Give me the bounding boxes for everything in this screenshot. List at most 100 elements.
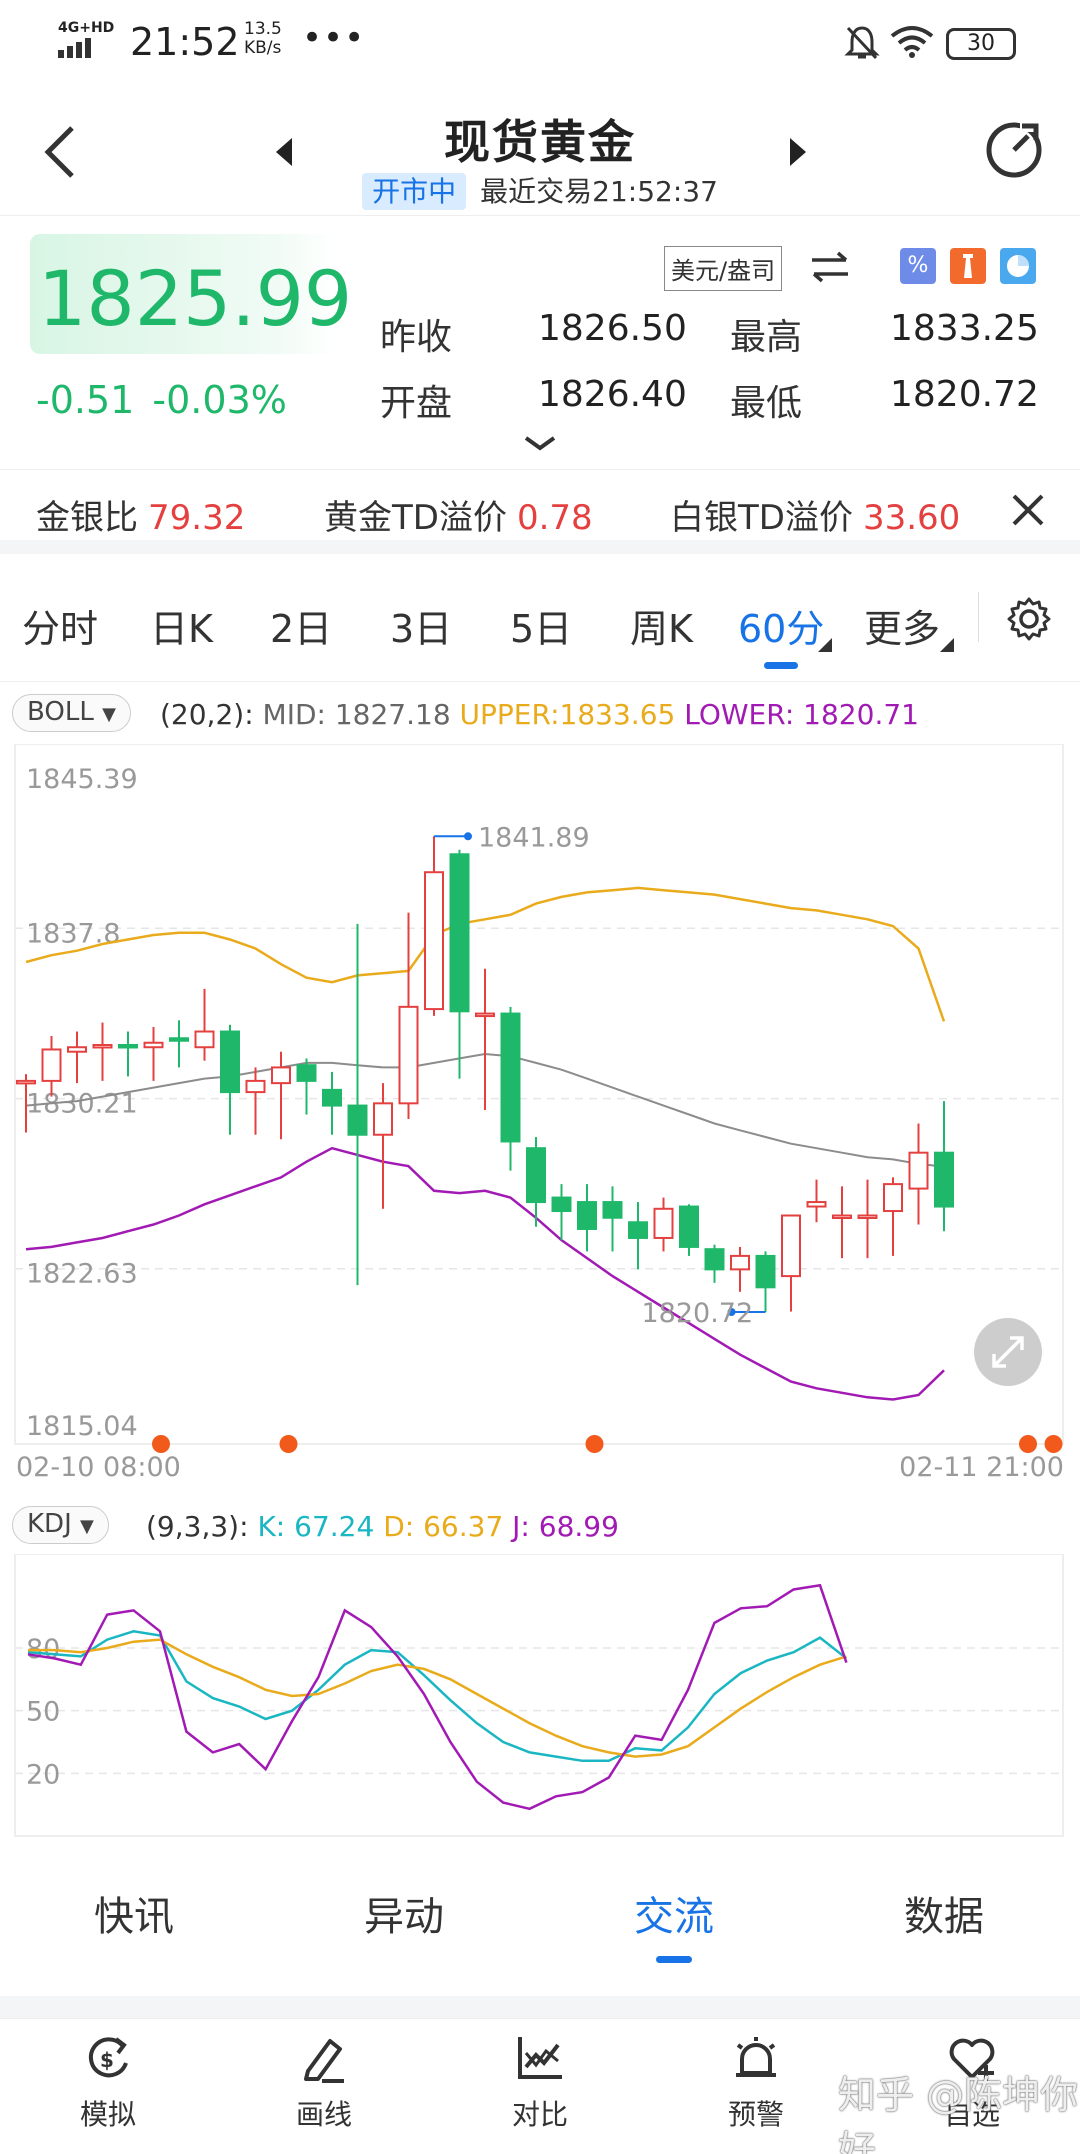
y-tick-label: 20	[26, 1759, 60, 1790]
page-title: 现货黄金	[444, 115, 636, 169]
high-label: 最高	[730, 317, 803, 358]
bell-mute-icon	[844, 26, 880, 60]
prev-close-label: 昨收	[380, 317, 453, 358]
watchlist-button[interactable]: 自选	[912, 2033, 1032, 2133]
active-tab-indicator	[764, 662, 798, 669]
low-value: 1820.72	[890, 374, 1039, 415]
candle-up	[730, 1254, 750, 1271]
high-value: 1833.25	[890, 308, 1039, 349]
candle-down	[500, 1012, 521, 1143]
tab-more[interactable]: 更多	[864, 607, 941, 651]
kdj-j: J: 68.99	[512, 1510, 619, 1543]
draw-line-button[interactable]: 画线	[264, 2033, 384, 2133]
swap-icon[interactable]	[808, 250, 852, 284]
candle-down	[118, 1043, 138, 1049]
refresh-icon[interactable]	[982, 118, 1046, 182]
kdj-selector[interactable]: KDJ ▼	[12, 1506, 109, 1544]
tab-2day[interactable]: 2日	[270, 607, 333, 651]
candle-up	[143, 1041, 164, 1049]
boll-selector[interactable]: BOLL ▼	[12, 694, 131, 732]
toolbar-label: 预警	[727, 2098, 784, 2131]
candle-down	[602, 1201, 623, 1219]
ratio-gold-silver: 金银比 79.32	[36, 490, 245, 539]
lighthouse-icon[interactable]	[950, 248, 986, 284]
net-speed: 13.5 KB/s	[244, 20, 282, 58]
tab-5day[interactable]: 5日	[510, 607, 573, 651]
close-icon[interactable]	[1010, 492, 1046, 528]
subtab-news[interactable]: 快讯	[94, 1894, 174, 1940]
event-marker	[1044, 1435, 1063, 1453]
candle-up	[373, 1102, 393, 1136]
subtab-movement[interactable]: 异动	[364, 1894, 444, 1940]
boll-chip-label: BOLL	[27, 697, 94, 727]
chart-frame	[14, 1554, 1064, 1837]
kdj-chip-label: KDJ	[27, 1509, 72, 1539]
alarm-icon	[736, 2037, 776, 2077]
alarm-button[interactable]: 预警	[696, 2033, 816, 2133]
compare-icon	[518, 2037, 562, 2079]
event-marker	[585, 1435, 604, 1453]
boll-mid: MID: 1827.18	[262, 698, 451, 731]
open-value: 1826.40	[538, 374, 687, 415]
simulate-button[interactable]: $ 模拟	[48, 2033, 168, 2133]
compare-button[interactable]: 对比	[480, 2033, 600, 2133]
pie-chart-icon[interactable]	[1000, 248, 1036, 284]
next-instrument-icon[interactable]	[786, 136, 810, 168]
unit-selector[interactable]: 美元/盎司	[664, 246, 783, 291]
y-tick-label: 1815.04	[26, 1411, 138, 1442]
event-marker	[1019, 1435, 1037, 1453]
section-divider	[0, 1996, 1080, 2018]
last-trade-time: 最近交易21:52:37	[480, 175, 718, 208]
max-price-label: 1841.89	[478, 822, 590, 853]
tab-daily-k[interactable]: 日K	[150, 607, 213, 651]
candle-up	[857, 1214, 878, 1220]
candle-down	[220, 1030, 240, 1094]
expand-chevron-icon[interactable]	[522, 434, 558, 454]
fullscreen-button[interactable]	[974, 1318, 1042, 1386]
candle-up	[194, 1030, 215, 1049]
watermark: 知乎 @陈坤你好	[838, 2073, 1079, 2154]
ratio-value: 0.78	[516, 498, 593, 538]
tab-intraday[interactable]: 分时	[22, 607, 99, 651]
tab-weekly-k[interactable]: 周K	[630, 607, 693, 651]
candle-down	[526, 1147, 546, 1204]
candle-up	[67, 1046, 87, 1053]
candle-up	[245, 1079, 266, 1094]
percent-tool-icon[interactable]: %	[900, 248, 936, 284]
simulate-icon: $	[88, 2037, 128, 2078]
event-marker	[152, 1435, 170, 1453]
status-bar: 4G+HD 21:52 13.5 KB/s ••• 30	[0, 0, 1080, 86]
battery-level: 30	[967, 31, 995, 56]
kdj-d-line	[28, 1638, 847, 1758]
change-value: -0.51	[36, 378, 135, 422]
bottom-toolbar: $ 模拟 画线 对比 预警 自选	[0, 2018, 1080, 2154]
candlestick-chart[interactable]: 1845.391837.81830.211822.631815.041841.8…	[0, 744, 1080, 1488]
open-label: 开盘	[380, 383, 453, 424]
candle-down	[347, 1104, 368, 1136]
tab-60min[interactable]: 60分	[738, 607, 825, 651]
back-icon[interactable]	[40, 124, 80, 180]
y-tick-label: 1837.8	[26, 918, 120, 949]
candle-up	[806, 1201, 827, 1208]
price-change: -0.51 -0.03%	[36, 378, 287, 422]
tab-3day[interactable]: 3日	[390, 607, 453, 651]
dropdown-corner-icon	[818, 638, 832, 652]
subtab-discussion[interactable]: 交流	[634, 1894, 714, 1940]
prev-instrument-icon[interactable]	[272, 136, 296, 168]
candle-up	[832, 1214, 852, 1220]
chart-frame	[14, 744, 1064, 1445]
gear-icon[interactable]	[1006, 596, 1052, 642]
candle-down	[628, 1221, 648, 1239]
y-tick-label: 1845.39	[26, 764, 138, 795]
ratio-label: 黄金TD溢价	[324, 498, 507, 538]
candle-up	[424, 871, 444, 1011]
active-subtab-indicator	[656, 1956, 692, 1963]
candle-up	[475, 1012, 495, 1018]
ratio-bar: 金银比 79.32 黄金TD溢价 0.78 白银TD溢价 33.60	[0, 470, 1080, 554]
subtab-data[interactable]: 数据	[904, 1894, 984, 1940]
header: 现货黄金 开市中 最近交易21:52:37	[0, 86, 1080, 216]
boll-params: (20,2):	[160, 698, 254, 731]
candle-up	[653, 1207, 674, 1239]
signal-icon	[58, 38, 91, 58]
